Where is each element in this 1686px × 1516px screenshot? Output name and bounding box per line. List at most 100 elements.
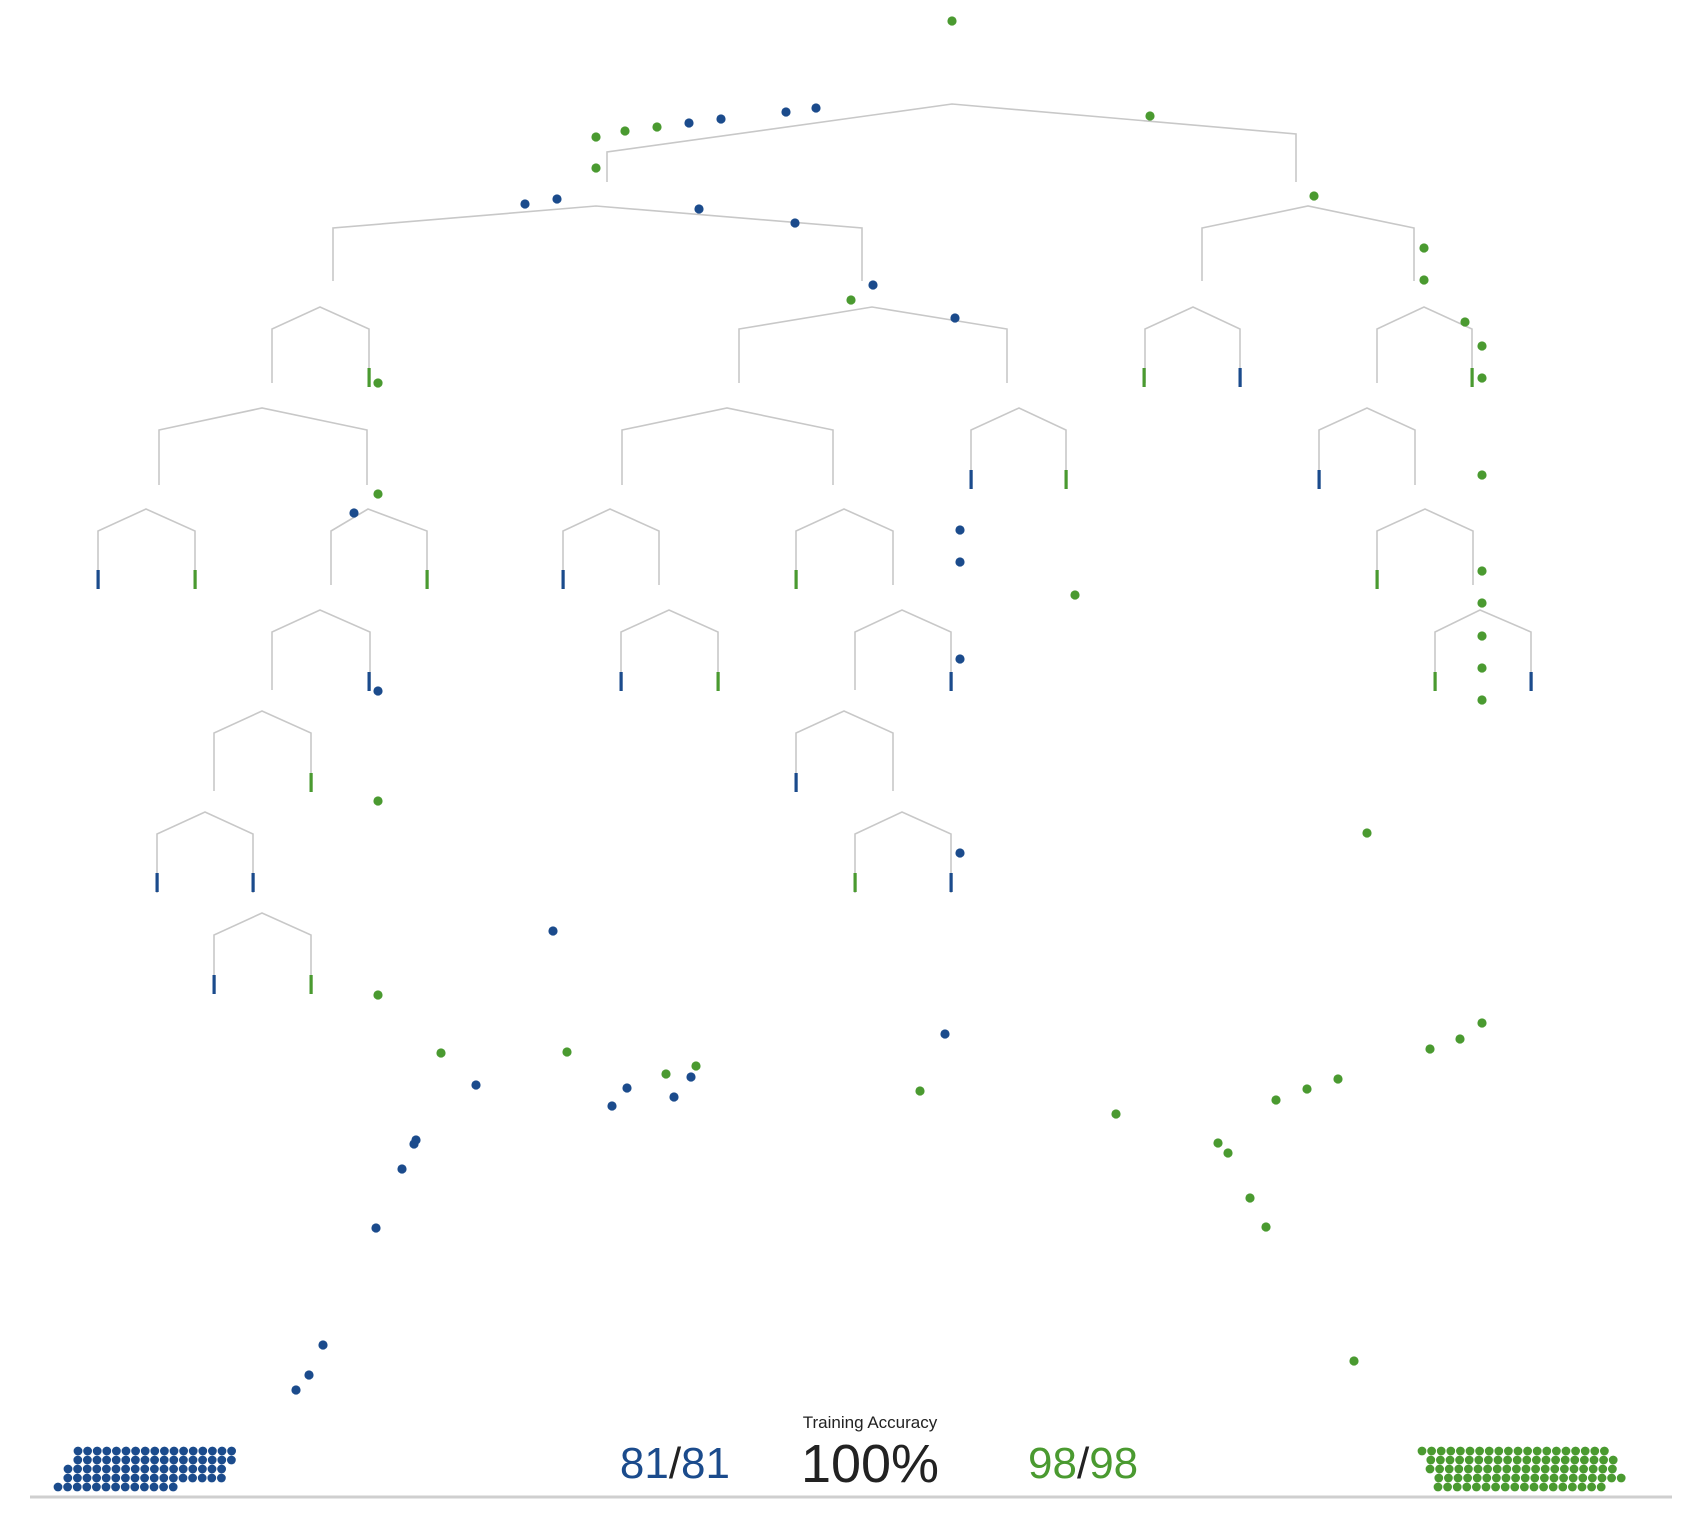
split-node-edge xyxy=(854,811,952,893)
class-b-sample-point xyxy=(373,378,383,388)
split-node-edge xyxy=(795,508,894,585)
class-b-pile-point xyxy=(1568,1473,1578,1483)
class-b-pile-point xyxy=(1491,1482,1500,1492)
class-b-leaf-marker xyxy=(425,570,429,589)
class-a-pile-point xyxy=(159,1482,169,1492)
class-a-pile-point xyxy=(92,1473,101,1483)
class-b-pile-point xyxy=(1455,1455,1464,1465)
class-a-sample-point xyxy=(694,204,704,214)
class-a-sample-point xyxy=(955,654,965,664)
class-a-pile-point xyxy=(188,1473,198,1483)
split-node-edge xyxy=(158,407,368,485)
class-b-sample-point xyxy=(1309,191,1319,201)
class-a-pile-point xyxy=(130,1473,140,1483)
class-b-sample-point xyxy=(1145,111,1155,121)
split-node-edge xyxy=(271,306,370,383)
accuracy-value: 100% xyxy=(800,1434,940,1494)
class-b-leaf-marker xyxy=(1375,570,1379,589)
class-a-pile-point xyxy=(227,1446,237,1456)
class-a-sample-point xyxy=(318,1340,328,1350)
class-a-sample-point xyxy=(607,1101,617,1111)
class-a-sample-point xyxy=(397,1164,407,1174)
class-b-pile-point xyxy=(1608,1464,1617,1474)
class-a-pile-point xyxy=(112,1446,121,1456)
class-b-pile-point xyxy=(1549,1473,1559,1483)
class-a-sample-point xyxy=(371,1223,381,1233)
class-b-pile-point xyxy=(1445,1455,1455,1465)
class-b-sample-point xyxy=(915,1086,925,1096)
class-a-sample-point xyxy=(291,1385,301,1395)
class-a-pile-point xyxy=(121,1446,131,1456)
class-b-pile-point xyxy=(1521,1464,1531,1474)
class-a-pile-point xyxy=(159,1473,169,1483)
tree-edges xyxy=(97,103,1532,990)
class-b-sample-point xyxy=(436,1048,446,1058)
class-a-pile-point xyxy=(168,1482,178,1492)
class-b-pile-point xyxy=(1465,1446,1475,1456)
class-a-pile-point xyxy=(169,1446,179,1456)
class-a-pile-point xyxy=(169,1464,179,1474)
class-a-sample-point xyxy=(471,1080,481,1090)
class-a-sample-point xyxy=(781,107,791,117)
class-a-pile-point xyxy=(73,1455,83,1465)
class-b-pile-point xyxy=(1500,1482,1510,1492)
class-b-pile-point xyxy=(1456,1446,1465,1456)
class-a-pile-point xyxy=(121,1464,130,1474)
class-a-pile-point xyxy=(178,1464,188,1474)
class-b-pile-point xyxy=(1599,1455,1608,1465)
class-b-pile-point xyxy=(1532,1446,1542,1456)
class-a-pile-point xyxy=(160,1446,169,1456)
split-node-edge xyxy=(213,912,312,990)
class-a-pile-point xyxy=(150,1446,160,1456)
class-b-sample-point xyxy=(1070,590,1080,600)
class-b-leaf-marker xyxy=(794,570,798,589)
split-node-edge xyxy=(1144,306,1241,383)
class-a-pile-point xyxy=(140,1473,150,1483)
class-a-pile-point xyxy=(227,1455,236,1465)
class-a-pile-point xyxy=(92,1482,101,1492)
class-b-pile-point xyxy=(1464,1464,1473,1474)
class-a-sample-point xyxy=(684,118,694,128)
class-a-pile-point xyxy=(140,1455,150,1465)
class-b-pile-point xyxy=(1472,1482,1481,1492)
class-a-pile-point xyxy=(130,1464,140,1474)
class-b-pile-point xyxy=(1541,1455,1551,1465)
class-b-leaf-marker xyxy=(193,570,197,589)
class-b-pile-point xyxy=(1530,1473,1540,1483)
split-node-edge xyxy=(213,710,312,791)
class-b-pile-point xyxy=(1446,1446,1456,1456)
class-a-pile-point xyxy=(120,1482,130,1492)
class-b-leaf-marker xyxy=(367,368,371,387)
class-b-sample-point xyxy=(1349,1356,1359,1366)
class-a-pile-point xyxy=(63,1464,73,1474)
class-a-leaf-marker xyxy=(949,873,953,892)
class-a-pile-point xyxy=(92,1464,102,1474)
class-a-leaf-marker xyxy=(251,873,255,892)
class-a-pile-point xyxy=(159,1464,169,1474)
class-a-score: 81/81 xyxy=(560,1439,730,1489)
class-b-pile-point xyxy=(1548,1482,1558,1492)
class-a-pile-point xyxy=(82,1464,92,1474)
class-b-leaf-marker xyxy=(1142,368,1146,387)
split-node-edge xyxy=(1318,407,1416,485)
class-a-sample-point xyxy=(686,1072,696,1082)
class-b-pile-point xyxy=(1425,1464,1435,1474)
class-b-pile-point xyxy=(1568,1482,1577,1492)
split-node-edge xyxy=(970,407,1067,485)
class-b-pile-point xyxy=(1529,1482,1539,1492)
class-b-pile-point xyxy=(1444,1464,1454,1474)
class-b-leaf-marker xyxy=(853,873,857,892)
class-a-sample-point xyxy=(955,525,965,535)
class-a-pile-point xyxy=(207,1473,217,1483)
class-b-sample-point xyxy=(373,990,383,1000)
class-a-pile-point xyxy=(101,1482,111,1492)
class-b-pile-point xyxy=(1510,1482,1520,1492)
class-b-leaf-marker xyxy=(1470,368,1474,387)
class-b-sample-point xyxy=(1477,663,1487,673)
class-b-pile-point xyxy=(1578,1473,1588,1483)
class-a-leaf-marker xyxy=(969,470,973,489)
class-b-pile-point xyxy=(1474,1455,1484,1465)
class-a-pile-point xyxy=(102,1464,111,1474)
split-node-edge xyxy=(1376,508,1474,585)
class-b-pile-point xyxy=(1542,1446,1552,1456)
